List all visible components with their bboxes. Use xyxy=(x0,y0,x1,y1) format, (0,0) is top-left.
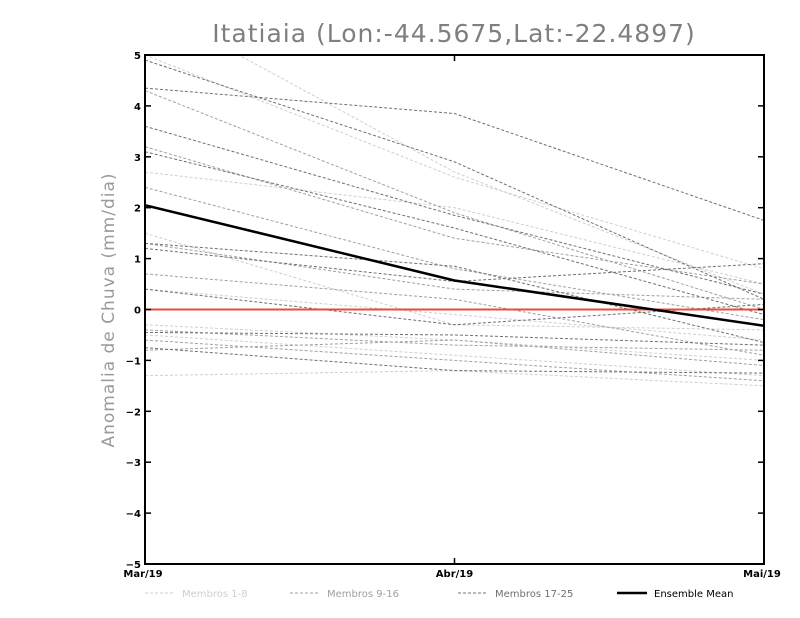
series-group xyxy=(145,55,764,387)
series-line-member-10 xyxy=(145,339,764,366)
series-line-member-2 xyxy=(145,324,764,361)
y-tick-label: 0 xyxy=(134,306,141,317)
series-line-member-19 xyxy=(145,151,764,316)
series-line-member-18 xyxy=(145,125,764,295)
legend-label: Ensemble Mean xyxy=(654,589,733,600)
series-line-member-25 xyxy=(145,247,764,283)
y-tick-label: −4 xyxy=(126,509,141,520)
series-line-member-22 xyxy=(145,331,764,346)
y-tick-label: −1 xyxy=(126,356,141,367)
legend-label: Membros 1-8 xyxy=(182,589,248,600)
series-line-member-23 xyxy=(145,347,764,374)
plot-area xyxy=(145,55,764,387)
series-line-member-8 xyxy=(237,55,764,295)
series-line-member-15 xyxy=(145,339,764,382)
series-line-member-4 xyxy=(145,55,764,270)
y-tick-label: −3 xyxy=(126,458,141,469)
y-tick-label: 1 xyxy=(134,255,141,266)
series-line-member-5 xyxy=(145,370,764,387)
y-axis-label: Anomalia de Chuva (mm/dia) xyxy=(99,172,119,447)
x-tick-label: Abr/19 xyxy=(436,569,473,580)
series-line-member-7 xyxy=(145,334,764,377)
legend-label: Membros 9-16 xyxy=(327,589,399,600)
series-line-member-17 xyxy=(145,87,764,221)
series-line-member-20 xyxy=(145,242,764,344)
series-line-member-1 xyxy=(145,171,764,285)
x-tick-label: Mai/19 xyxy=(743,569,781,580)
y-tick-label: −2 xyxy=(126,407,141,418)
series-line-member-9 xyxy=(145,273,764,356)
series-line-member-13 xyxy=(145,329,764,351)
y-tick-label: 3 xyxy=(134,153,141,164)
series-line-ensemble-mean xyxy=(145,203,764,328)
series-line-member-12 xyxy=(145,242,764,300)
x-tick-label: Mar/19 xyxy=(123,569,162,580)
chart-title: Itatiaia (Lon:-44.5675,Lat:-22.4897) xyxy=(212,19,696,48)
legend: Membros 1-8 Membros 9-16 Membros 17-25 Ense… xyxy=(145,589,733,600)
series-line-member-16 xyxy=(145,186,764,321)
series-line-member-24 xyxy=(145,59,764,300)
series-line-member-14 xyxy=(145,90,764,310)
y-tick-label: 4 xyxy=(134,102,141,113)
legend-label: Membros 17-25 xyxy=(495,589,573,600)
series-line-member-21 xyxy=(145,288,764,326)
y-tick-label: −5 xyxy=(126,560,141,571)
y-tick-label: 5 xyxy=(134,51,141,62)
y-tick-label: 2 xyxy=(134,204,141,215)
series-line-member-6 xyxy=(145,288,764,341)
